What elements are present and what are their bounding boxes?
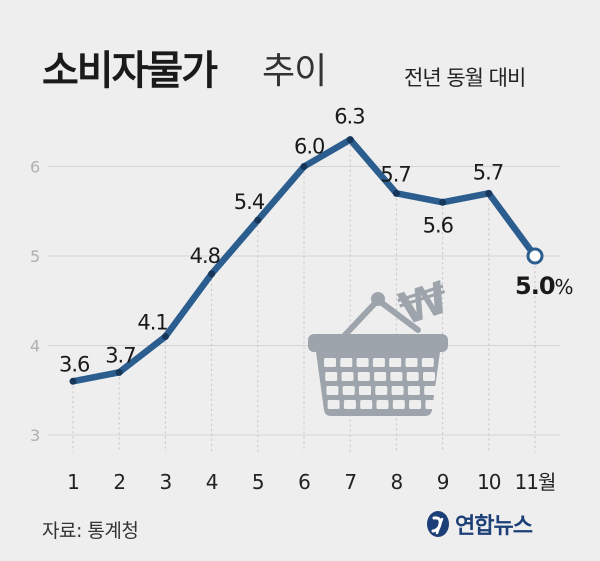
basket-hole — [340, 358, 353, 367]
basket-hole — [324, 358, 336, 367]
data-label: 3.7 — [105, 343, 135, 367]
data-label: 5.0% — [515, 272, 573, 300]
basket-hole — [389, 358, 402, 367]
basket-hole — [376, 400, 389, 409]
data-point — [208, 270, 216, 278]
data-point — [485, 189, 493, 197]
x-tick-label: 4 — [206, 470, 218, 494]
x-tick-label: 10 — [477, 470, 501, 494]
data-label: 5.4 — [234, 190, 265, 214]
data-point — [346, 136, 354, 144]
x-tick-label: 3 — [160, 470, 172, 494]
basket-hole — [406, 372, 419, 381]
basket-hole — [391, 386, 404, 395]
data-label: 6.3 — [334, 105, 364, 129]
won-sign-icon: ₩ — [393, 272, 455, 336]
data-point — [254, 216, 262, 224]
data-label-unit: % — [555, 275, 573, 299]
yonhap-logo-icon — [427, 511, 449, 537]
data-point — [115, 368, 123, 376]
basket-hole — [356, 358, 369, 367]
data-label: 4.1 — [137, 311, 167, 335]
data-label: 5.7 — [473, 160, 503, 184]
x-tick-label: 11월 — [515, 470, 556, 494]
basket-hole — [341, 372, 354, 381]
basket-hole — [357, 372, 370, 381]
data-point-last — [526, 247, 544, 265]
basket-hole — [327, 400, 340, 409]
yonhap-logo: 연합뉴스 — [425, 508, 533, 540]
basket-hole — [405, 358, 418, 367]
basket-hole — [421, 358, 434, 367]
basket-hole — [424, 386, 437, 395]
data-label: 6.0 — [294, 135, 324, 159]
basket-hole — [342, 386, 355, 395]
data-point — [161, 333, 169, 341]
basket-hole — [360, 400, 373, 409]
basket-hole — [425, 400, 438, 409]
basket-hole — [374, 372, 387, 381]
basket-hole — [423, 372, 435, 381]
x-tick-label: 2 — [113, 470, 125, 494]
data-point — [300, 163, 308, 170]
chart-title-suffix: 추이 — [262, 51, 327, 92]
basket-hole — [325, 372, 338, 381]
source-note: 자료: 통계청 — [42, 520, 139, 542]
data-label: 3.6 — [59, 352, 90, 376]
x-tick-label: 8 — [391, 470, 403, 494]
x-tick-label: 6 — [298, 470, 310, 494]
basket-rim — [308, 334, 448, 352]
data-label: 4.8 — [190, 244, 220, 268]
basket-hole — [375, 386, 388, 395]
shopping-basket-icon: ₩ — [308, 272, 455, 416]
data-point — [392, 189, 400, 197]
basket-hole — [359, 386, 371, 395]
basket-hole — [343, 400, 356, 409]
basket-hole — [407, 386, 420, 395]
y-tick-label: 6 — [30, 158, 40, 177]
y-tick-label: 5 — [30, 247, 40, 266]
data-label: 5.6 — [423, 213, 454, 237]
data-point — [439, 198, 447, 206]
x-tick-label: 7 — [344, 470, 356, 494]
data-point — [69, 377, 77, 385]
chart-subtitle: 전년 동월 대비 — [404, 66, 526, 90]
data-label: 5.7 — [380, 162, 410, 186]
y-tick-label: 4 — [30, 337, 40, 356]
basket-hole — [392, 400, 405, 409]
chart-title: 소비자물가 — [42, 48, 218, 94]
x-tick-label: 1 — [67, 470, 79, 494]
y-tick-label: 3 — [30, 426, 40, 445]
x-tick-label: 5 — [252, 470, 264, 494]
basket-hole — [372, 358, 385, 367]
basket-hole — [409, 400, 422, 409]
x-tick-label: 9 — [437, 470, 449, 494]
logo-text: 연합뉴스 — [455, 514, 533, 539]
basket-hole — [390, 372, 403, 381]
basket-handle-knob — [371, 292, 385, 306]
basket-hole — [326, 386, 339, 395]
